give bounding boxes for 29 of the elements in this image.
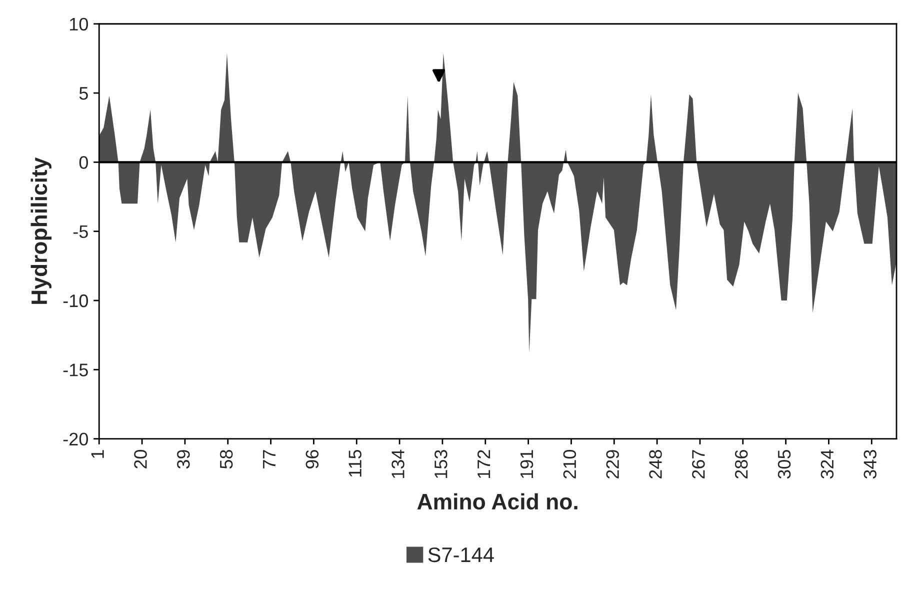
y-tick-label: 5 <box>79 87 88 100</box>
x-tick-label: 115 <box>348 450 362 477</box>
y-tick-label: 0 <box>79 156 88 169</box>
y-axis-title: Hydrophilicity <box>30 157 52 304</box>
x-tick-label: 1 <box>91 450 104 458</box>
y-tick-label: -10 <box>63 294 88 308</box>
y-tick-label: -5 <box>73 225 88 238</box>
y-tick-label: -15 <box>63 364 88 376</box>
x-tick-label: 286 <box>734 450 748 478</box>
x-tick-label: 77 <box>263 450 276 468</box>
x-tick-label: 191 <box>520 450 534 478</box>
x-tick-label: 343 <box>864 450 876 479</box>
x-tick-label: 305 <box>778 450 791 479</box>
legend-label: S7-144 <box>428 547 494 562</box>
x-tick-label: 39 <box>177 450 190 469</box>
x-axis-title: Amino Acid no. <box>417 493 578 510</box>
x-tick-label: 324 <box>820 450 834 479</box>
x-tick-label: 134 <box>392 450 404 478</box>
x-tick-label: 153 <box>434 450 448 478</box>
x-tick-label: 58 <box>220 450 233 469</box>
x-tick-label: 248 <box>649 450 662 478</box>
x-tick-label: 229 <box>606 450 619 478</box>
x-tick-label: 267 <box>692 450 705 478</box>
x-tick-label: 210 <box>563 450 576 478</box>
x-tick-label: 20 <box>134 450 147 468</box>
y-tick-label: -20 <box>63 432 88 446</box>
x-tick-label: 96 <box>306 450 319 468</box>
x-tick-label: 172 <box>477 450 490 478</box>
y-tick-label: 10 <box>70 18 88 31</box>
